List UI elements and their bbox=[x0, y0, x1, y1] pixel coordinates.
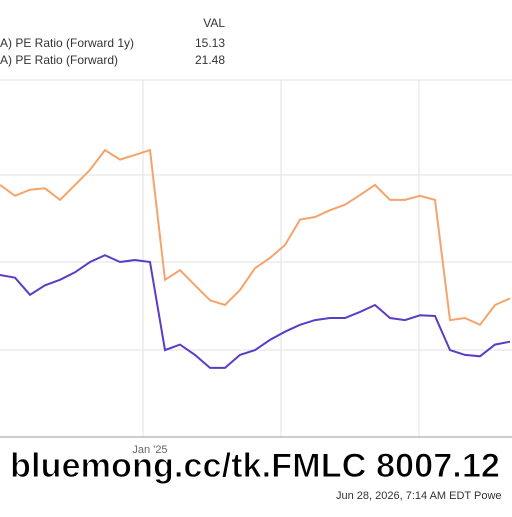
series-line bbox=[0, 254, 511, 369]
legend-label: A) PE Ratio (Forward) bbox=[0, 53, 118, 67]
footer: Jun 28, 2026, 7:14 AM EDT Powe bbox=[336, 490, 502, 502]
legend-header: VAL bbox=[203, 16, 225, 30]
legend-value: 15.13 bbox=[195, 36, 225, 50]
legend-value: 21.48 bbox=[195, 53, 225, 67]
legend-label: A) PE Ratio (Forward 1y) bbox=[0, 36, 134, 50]
x-tick-label: Jan '25 bbox=[132, 444, 167, 456]
watermark: bluemong.cc/tk.FMLC 8007.12 bbox=[10, 447, 500, 485]
series-line bbox=[0, 148, 511, 327]
